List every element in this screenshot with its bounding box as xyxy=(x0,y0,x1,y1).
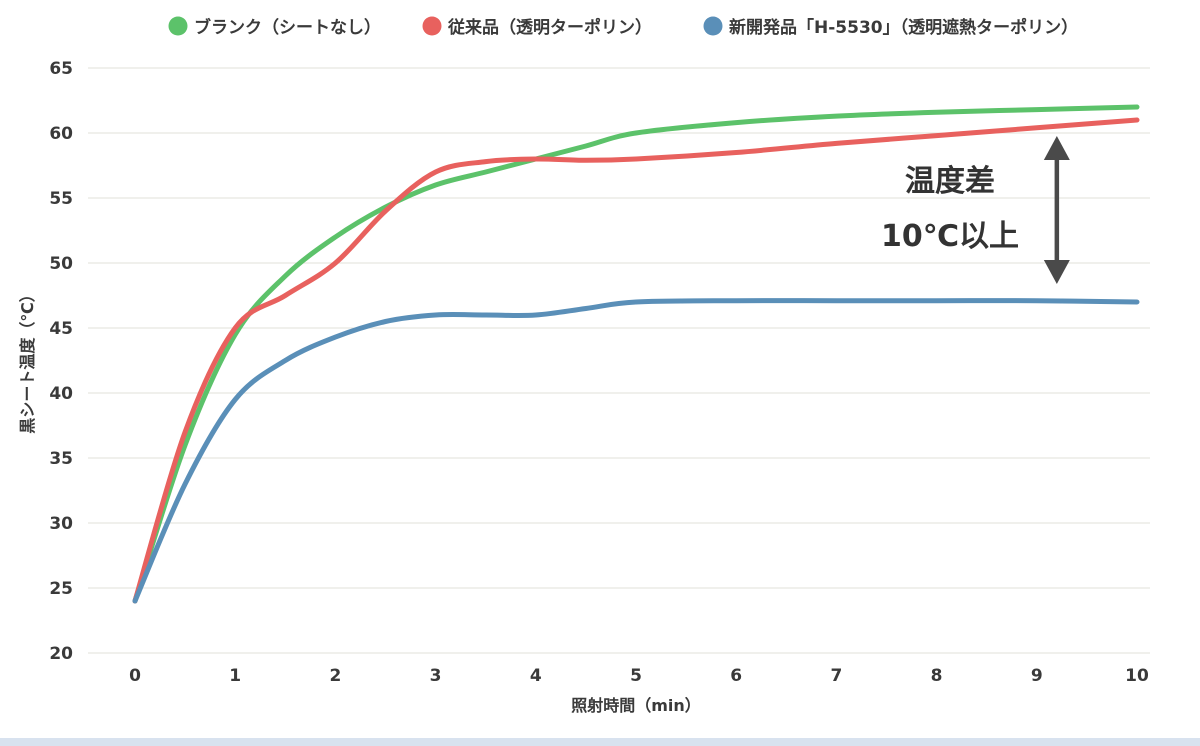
bottom-strip xyxy=(0,738,1200,746)
legend-marker xyxy=(168,16,188,36)
legend-item-2: 新開発品「H-5530」（透明遮熱ターポリン） xyxy=(703,16,1078,38)
y-tick-label: 55 xyxy=(49,189,73,209)
x-axis-title: 照射時間（min） xyxy=(571,696,701,715)
y-axis-title: 黒シート温度（℃） xyxy=(18,286,37,433)
legend-marker xyxy=(703,16,723,36)
y-tick-label: 20 xyxy=(49,644,73,664)
x-tick-label: 9 xyxy=(1031,666,1043,686)
temperature-difference-arrow xyxy=(1043,136,1070,284)
legend-item-0: ブランク（シートなし） xyxy=(168,16,381,38)
y-tick-labels: 20 25 30 35 40 45 50 55 60 65 xyxy=(49,59,73,664)
legend-item-1: 従来品（透明ターポリン） xyxy=(422,16,652,38)
legend-label: 新開発品「H-5530」（透明遮熱ターポリン） xyxy=(729,17,1078,38)
y-tick-label: 65 xyxy=(49,59,73,79)
y-tick-label: 50 xyxy=(49,254,73,274)
x-tick-label: 8 xyxy=(931,666,943,686)
y-tick-label: 45 xyxy=(49,319,73,339)
y-tick-label: 35 xyxy=(49,449,73,469)
legend-label: ブランク（シートなし） xyxy=(194,17,381,38)
x-tick-label: 7 xyxy=(830,666,842,686)
legend-marker xyxy=(422,16,442,36)
x-tick-labels: 0 1 2 3 4 5 6 7 8 9 10 xyxy=(129,666,1149,686)
y-tick-label: 60 xyxy=(49,124,73,144)
x-tick-label: 6 xyxy=(730,666,742,686)
x-tick-label: 4 xyxy=(530,666,542,686)
annotation-line-2: 10℃以上 xyxy=(881,219,1019,254)
annotation: 温度差 10℃以上 xyxy=(881,136,1070,284)
x-tick-label: 0 xyxy=(129,666,141,686)
legend-label: 従来品（透明ターポリン） xyxy=(447,17,652,38)
series-line-1 xyxy=(132,117,1140,604)
x-tick-label: 3 xyxy=(430,666,442,686)
series-line-2 xyxy=(132,298,1140,604)
grid-layer xyxy=(88,67,1150,654)
y-tick-label: 30 xyxy=(49,514,73,534)
x-tick-label: 5 xyxy=(630,666,642,686)
series-layer xyxy=(132,104,1140,604)
y-tick-label: 25 xyxy=(49,579,73,599)
x-tick-label: 1 xyxy=(229,666,241,686)
x-tick-label: 2 xyxy=(329,666,341,686)
annotation-line-1: 温度差 xyxy=(905,164,995,199)
y-tick-label: 40 xyxy=(49,384,73,404)
x-tick-label: 10 xyxy=(1125,666,1149,686)
legend: ブランク（シートなし） 従来品（透明ターポリン） 新開発品「H-5530」（透明遮熱… xyxy=(168,16,1078,38)
